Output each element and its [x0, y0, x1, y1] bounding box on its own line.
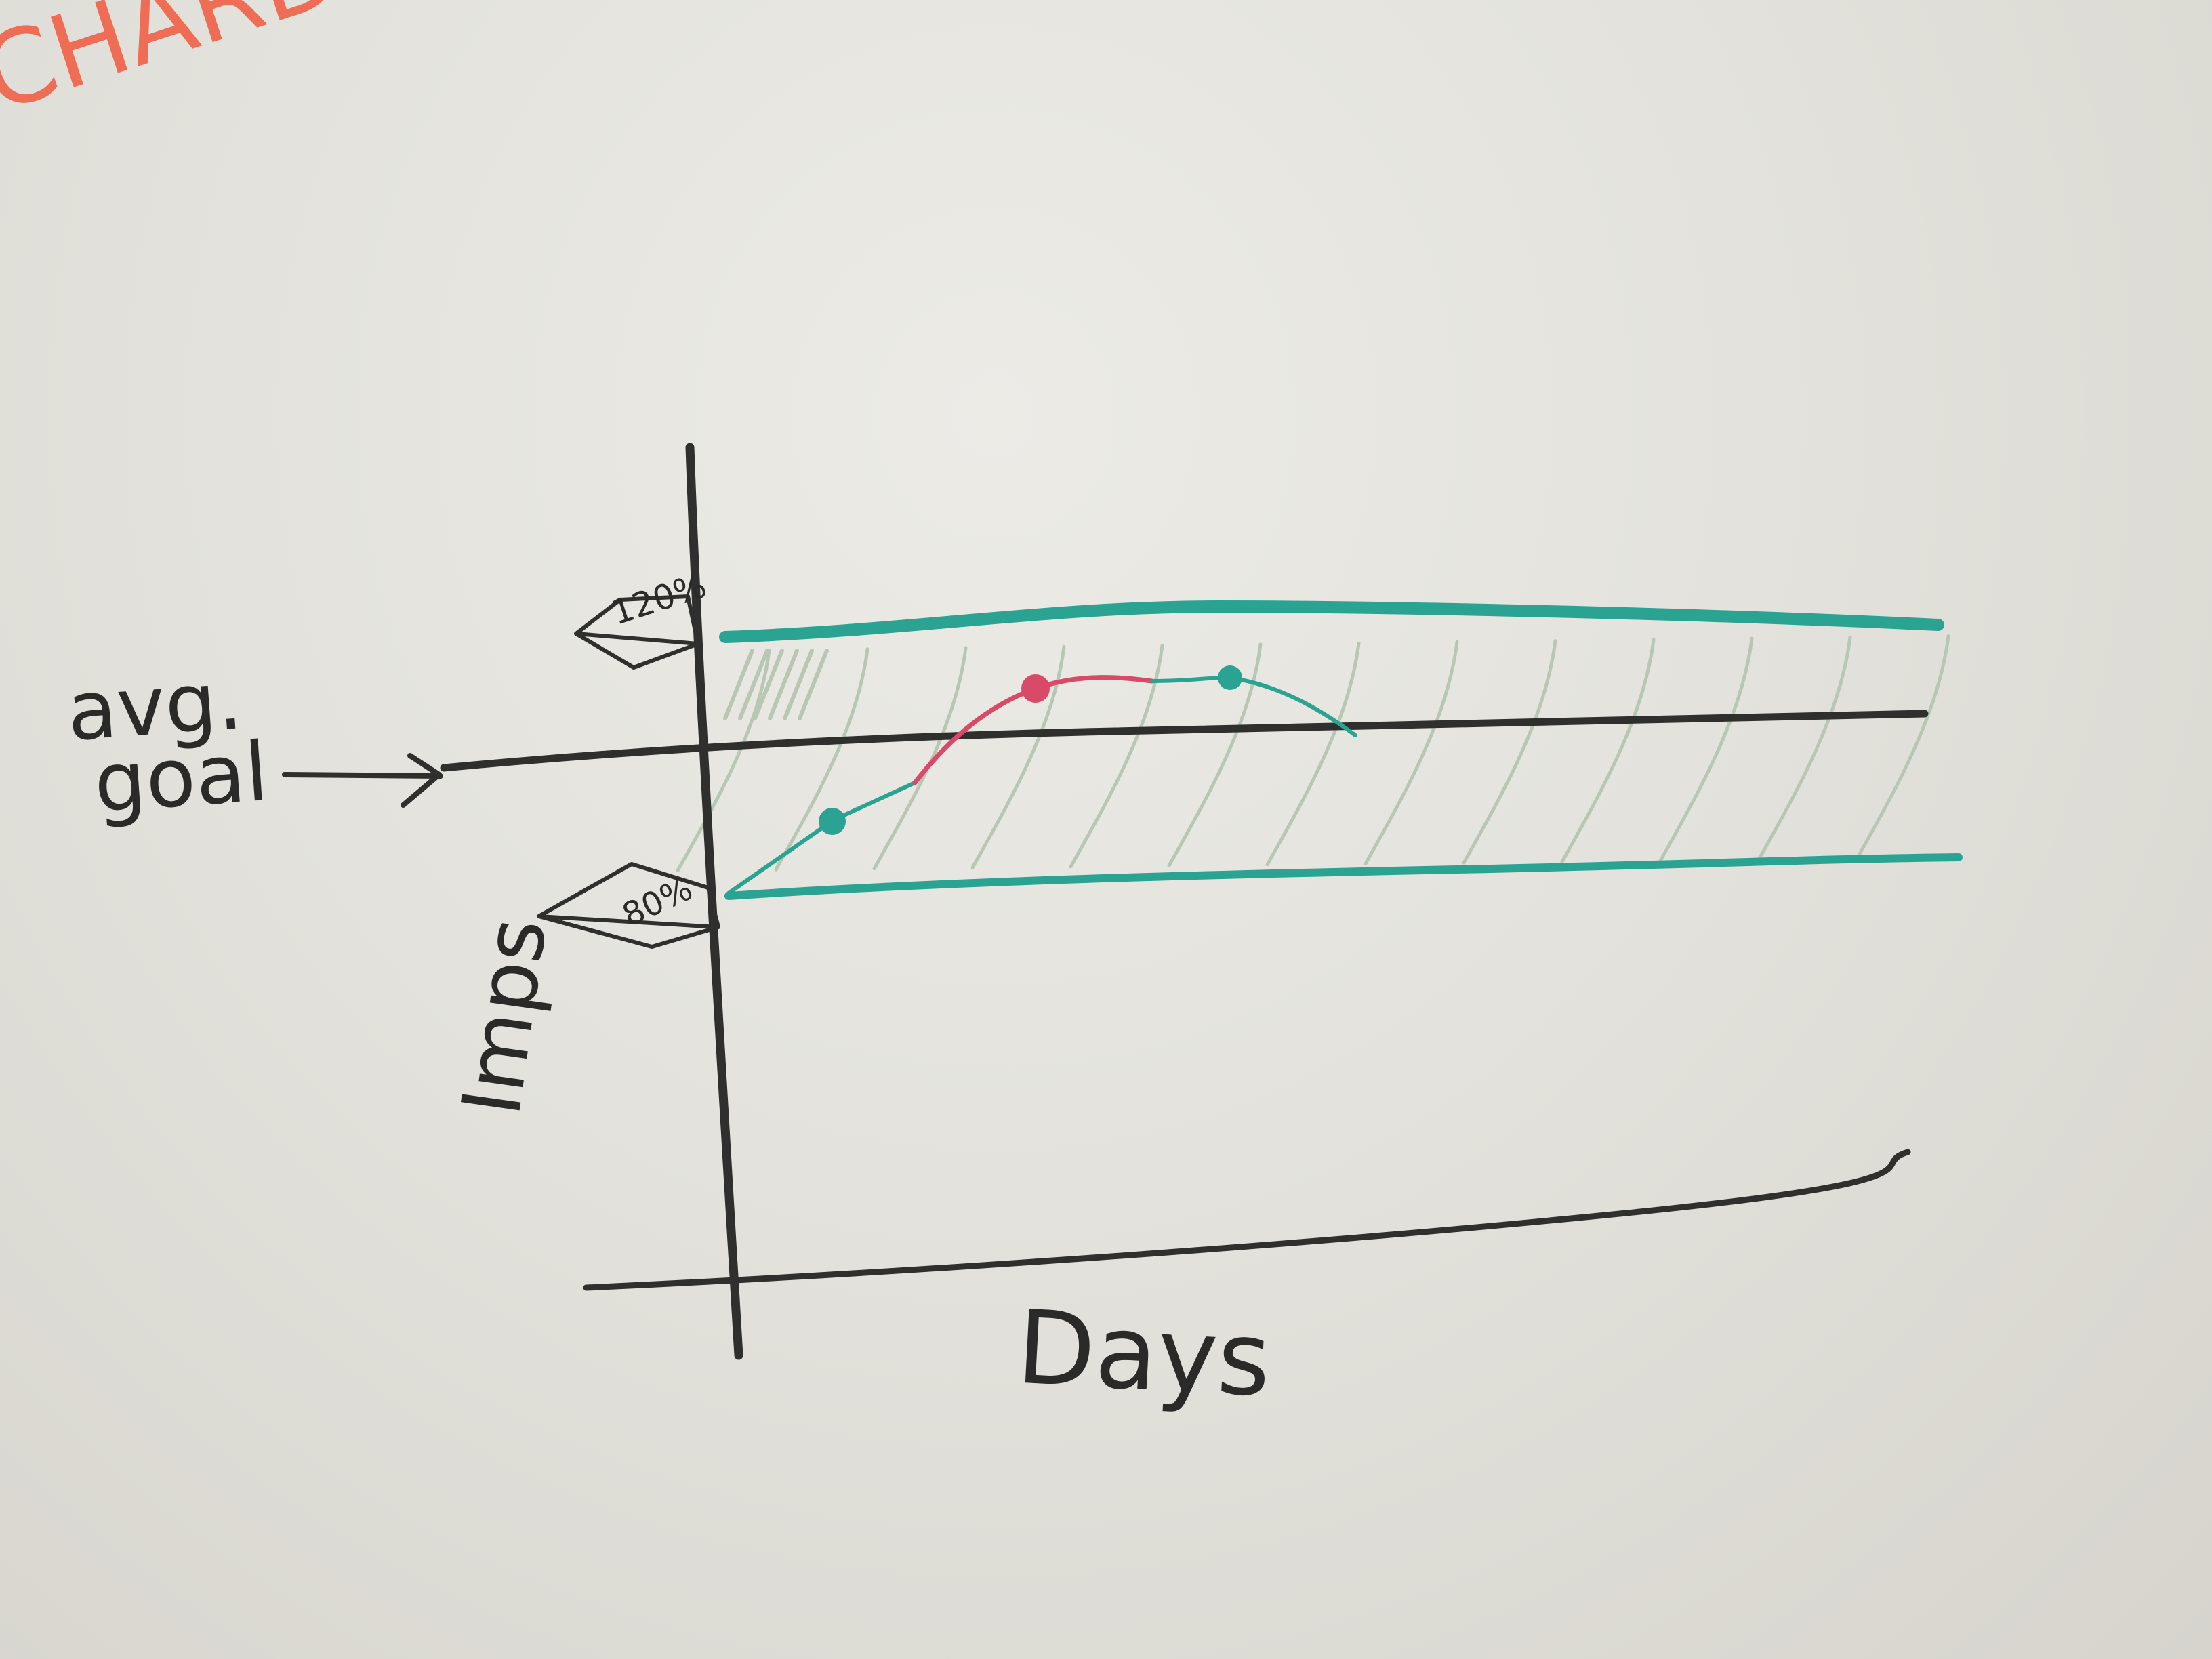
- hatch-stroke: [872, 646, 968, 871]
- hatch-stroke: [798, 649, 829, 720]
- data-point-1: [819, 808, 846, 835]
- y-axis-label: Imps: [445, 913, 565, 1121]
- hatch-stroke: [1069, 644, 1164, 869]
- avg-goal-arrow: [282, 772, 443, 779]
- hatch-stroke: [676, 649, 771, 873]
- hatch-stroke: [738, 649, 769, 720]
- data-point-3: [1218, 665, 1242, 690]
- hatch-stroke: [783, 649, 814, 720]
- hatch-stroke: [723, 649, 754, 720]
- arrow-head: [401, 753, 442, 808]
- performance-line-teal-start: [726, 781, 917, 895]
- hatch-stroke: [1560, 638, 1656, 864]
- y-axis: [685, 443, 743, 1360]
- corner-scrawl: CHARD: [0, 0, 352, 136]
- upper-bound-marker: [574, 594, 700, 670]
- hatch-stroke: [1462, 639, 1557, 865]
- x-axis-label: Days: [1014, 1289, 1273, 1420]
- avg-goal-label-line2: goal: [91, 725, 271, 832]
- upper-bound-line: [719, 600, 1944, 643]
- hatch-stroke: [774, 647, 869, 872]
- avg-goal-line: [440, 710, 1929, 772]
- avg-goal-label-line1: avg.: [64, 653, 245, 760]
- hatch-stroke: [1855, 634, 1950, 861]
- data-point-2: [1021, 674, 1050, 703]
- hatch-stroke: [970, 644, 1066, 869]
- lower-bound-marker: [537, 862, 720, 949]
- hatch-stroke: [1265, 641, 1361, 867]
- hatch-stroke: [1757, 635, 1852, 862]
- hatch-stroke: [1167, 642, 1263, 867]
- hatch-stroke: [1364, 640, 1459, 865]
- hatched-band: [676, 634, 1950, 873]
- x-axis: [583, 1149, 1911, 1291]
- hatch-stroke: [768, 649, 799, 720]
- hatch-stroke: [1658, 636, 1754, 863]
- hatch-stroke: [753, 649, 784, 720]
- lower-bound-line: [724, 853, 1963, 900]
